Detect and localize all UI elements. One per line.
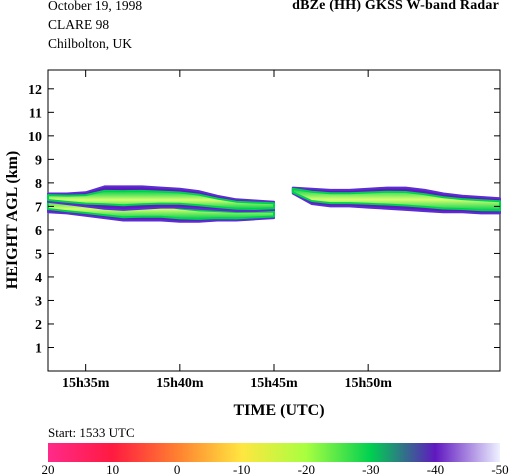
header-site: Chilbolton, UK: [48, 36, 133, 51]
y-tick-label: 3: [35, 294, 42, 309]
colorbar-tick-label: -50: [491, 462, 508, 476]
colorbar: [48, 443, 500, 462]
y-tick-label: 12: [28, 83, 42, 98]
colorbar-tick-label: -30: [362, 462, 379, 476]
header-date: October 19, 1998: [48, 0, 143, 13]
x-tick-label: 15h35m: [62, 376, 110, 391]
colorbar-tick-label: 20: [42, 462, 55, 476]
y-axis-label: HEIGHT AGL (km): [4, 151, 21, 289]
x-tick-label: 15h40m: [156, 376, 204, 391]
echo-core-right-band: [291, 187, 501, 212]
x-tick-label: 15h50m: [344, 376, 392, 391]
echo-layers: [47, 185, 501, 223]
colorbar-ticks: 20 10 0 -10 -20 -30 -40 -50: [42, 462, 509, 476]
y-tick-label: 8: [35, 177, 42, 192]
chart-title: dBZe (HH) GKSS W-band Radar: [292, 0, 499, 13]
y-tick-label: 5: [35, 247, 42, 262]
y-tick-label: 7: [35, 200, 42, 215]
y-tick-label: 6: [35, 224, 42, 239]
colorbar-tick-label: 0: [174, 462, 181, 476]
y-tick-label: 4: [35, 271, 42, 286]
header-metadata: October 19, 1998 CLARE 98 Chilbolton, UK: [48, 0, 142, 53]
colorbar-tick-label: -40: [427, 462, 444, 476]
y-tick-label: 10: [28, 130, 42, 145]
echo-core-upper-band: [47, 189, 275, 210]
x-tick-label: 15h45m: [250, 376, 298, 391]
header-campaign: CLARE 98: [48, 17, 110, 32]
y-tick-label: 2: [35, 318, 42, 333]
y-tick-label: 9: [35, 153, 42, 168]
x-axis-label: TIME (UTC): [233, 402, 324, 419]
colorbar-tick-label: 10: [106, 462, 119, 476]
colorbar-tick-label: -20: [298, 462, 315, 476]
start-time-note: Start: 1533 UTC: [48, 425, 135, 440]
x-axis: 15h35m 15h40m 15h45m 15h50m: [62, 70, 392, 391]
y-tick-label: 11: [29, 106, 42, 121]
colorbar-tick-label: -10: [233, 462, 250, 476]
y-tick-label: 1: [35, 341, 42, 356]
